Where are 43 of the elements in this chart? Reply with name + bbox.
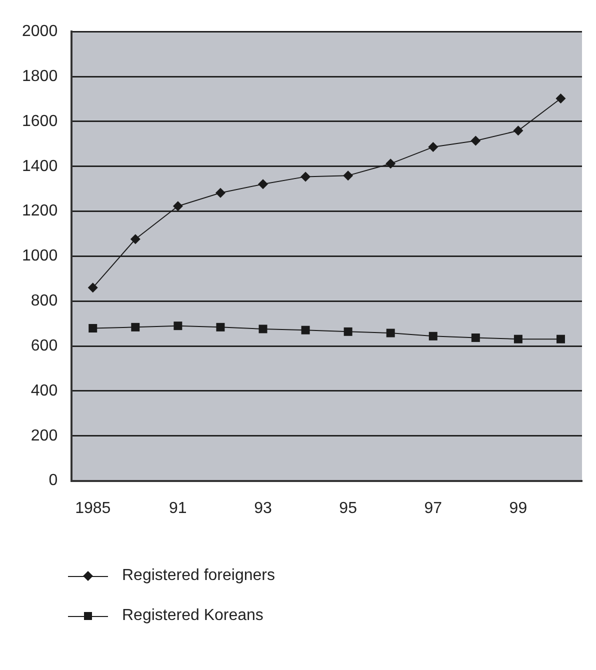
y-tick-label: 1800 <box>22 68 58 85</box>
x-tick-label: 91 <box>169 500 187 517</box>
y-tick-label: 1000 <box>22 248 58 265</box>
point <box>301 326 310 334</box>
y-tick-label: 600 <box>30 337 58 354</box>
y-tick-label: 0 <box>48 472 58 490</box>
x-tick-label: 95 <box>339 500 358 517</box>
y-tick-label: 200 <box>30 427 58 444</box>
point <box>343 170 354 181</box>
point <box>428 332 438 340</box>
y-tick-label: 2000 <box>22 23 58 40</box>
x-tick-label: 1985 <box>75 500 111 517</box>
point <box>258 324 268 334</box>
point <box>258 179 268 190</box>
y-tick-label: 400 <box>30 382 58 400</box>
x-tick-label: 93 <box>254 500 272 517</box>
point <box>386 158 396 169</box>
point <box>216 322 225 332</box>
point <box>556 94 566 104</box>
point <box>428 142 438 152</box>
point <box>88 324 98 333</box>
y-tick-label: 1600 <box>22 112 58 130</box>
legend-label: Registered foreigners <box>122 567 275 585</box>
y-tick-label: 800 <box>30 292 58 310</box>
point <box>215 188 226 198</box>
x-tick-label: 97 <box>424 500 442 517</box>
point <box>470 136 481 146</box>
point <box>172 201 183 212</box>
point <box>88 282 98 293</box>
point <box>556 334 565 344</box>
point <box>513 126 524 136</box>
point <box>131 322 140 332</box>
point <box>344 327 352 336</box>
legend-label: Registered Koreans <box>122 607 264 625</box>
point <box>174 322 182 330</box>
x-tick-label: 99 <box>509 500 528 517</box>
point <box>514 334 522 344</box>
point <box>471 333 480 342</box>
point <box>386 328 395 338</box>
y-tick-label: 1400 <box>22 158 58 175</box>
point <box>130 234 140 244</box>
y-tick-label: 1200 <box>22 202 58 220</box>
point <box>300 172 311 182</box>
